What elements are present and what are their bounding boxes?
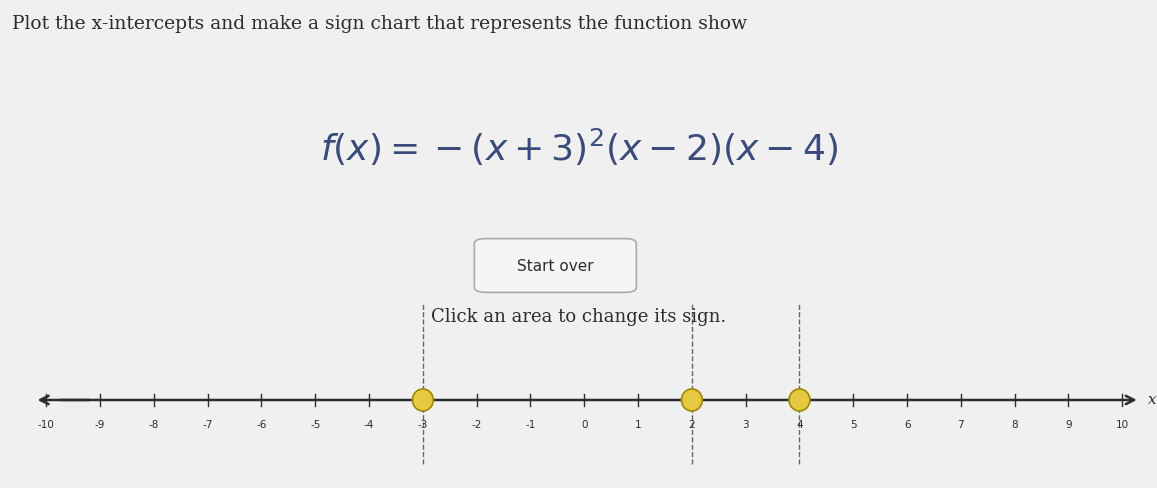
Ellipse shape [789, 389, 810, 411]
Text: Plot the x-intercepts and make a sign chart that represents the function show: Plot the x-intercepts and make a sign ch… [12, 15, 746, 33]
Text: 6: 6 [904, 419, 911, 428]
Text: 5: 5 [850, 419, 856, 428]
Text: 7: 7 [958, 419, 964, 428]
Text: 4: 4 [796, 419, 803, 428]
Text: 0: 0 [581, 419, 588, 428]
Ellipse shape [412, 389, 433, 411]
Text: -1: -1 [525, 419, 536, 428]
Text: Start over: Start over [517, 259, 594, 273]
Text: $f(x) = -(x+3)^2(x-2)(x-4)$: $f(x) = -(x+3)^2(x-2)(x-4)$ [319, 127, 838, 168]
Text: -6: -6 [257, 419, 266, 428]
Text: 8: 8 [1011, 419, 1018, 428]
Ellipse shape [681, 389, 702, 411]
Text: -8: -8 [149, 419, 159, 428]
Text: 2: 2 [688, 419, 695, 428]
Text: 1: 1 [635, 419, 641, 428]
Text: 3: 3 [743, 419, 749, 428]
FancyBboxPatch shape [474, 239, 636, 293]
Text: -4: -4 [364, 419, 374, 428]
Text: 9: 9 [1066, 419, 1071, 428]
Text: -3: -3 [418, 419, 428, 428]
Text: -7: -7 [202, 419, 213, 428]
Text: 10: 10 [1115, 419, 1129, 428]
Text: -10: -10 [38, 419, 54, 428]
Text: -9: -9 [95, 419, 105, 428]
Text: Click an area to change its sign.: Click an area to change its sign. [430, 307, 727, 325]
Text: -2: -2 [472, 419, 481, 428]
Text: -5: -5 [310, 419, 320, 428]
Text: x: x [1148, 392, 1156, 406]
